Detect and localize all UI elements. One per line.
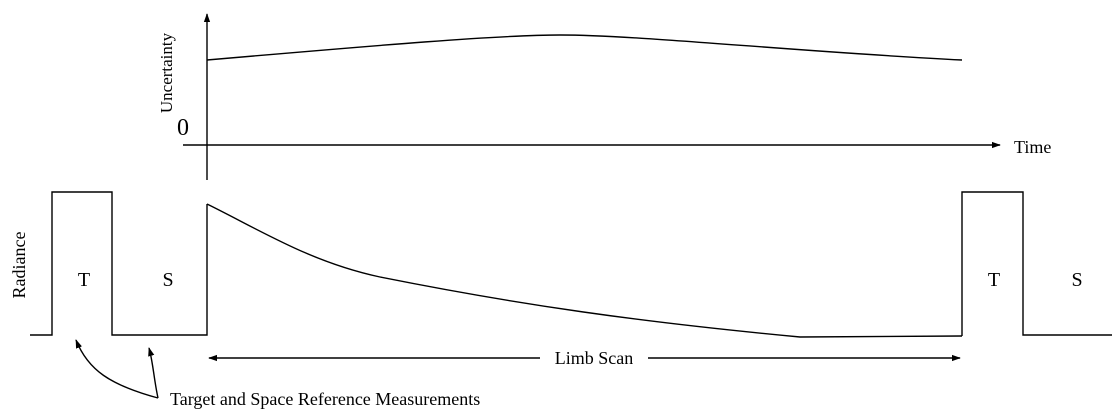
target-segment-label-2: T	[988, 269, 1000, 291]
target-reference-pointer	[75, 339, 159, 399]
target-segment-label-1: T	[78, 269, 90, 291]
space-reference-pointer	[148, 347, 159, 399]
uncertainty-axis-label: Uncertainty	[157, 32, 176, 113]
radiance-calibration-trace-left	[30, 191, 208, 336]
time-axis-label: Time	[1014, 137, 1051, 157]
radiance-axis-label: Radiance	[9, 232, 29, 299]
radiance-calibration-trace-right	[961, 191, 1112, 336]
space-segment-label-2: S	[1071, 269, 1082, 291]
zero-label: 0	[177, 115, 189, 141]
space-segment-label-1: S	[162, 269, 173, 291]
limb-scan-radiance-curve	[206, 203, 963, 338]
reference-measurements-note: Target and Space Reference Measurements	[170, 389, 480, 409]
limb-scan-label: Limb Scan	[555, 348, 634, 368]
uncertainty-curve	[206, 34, 963, 61]
